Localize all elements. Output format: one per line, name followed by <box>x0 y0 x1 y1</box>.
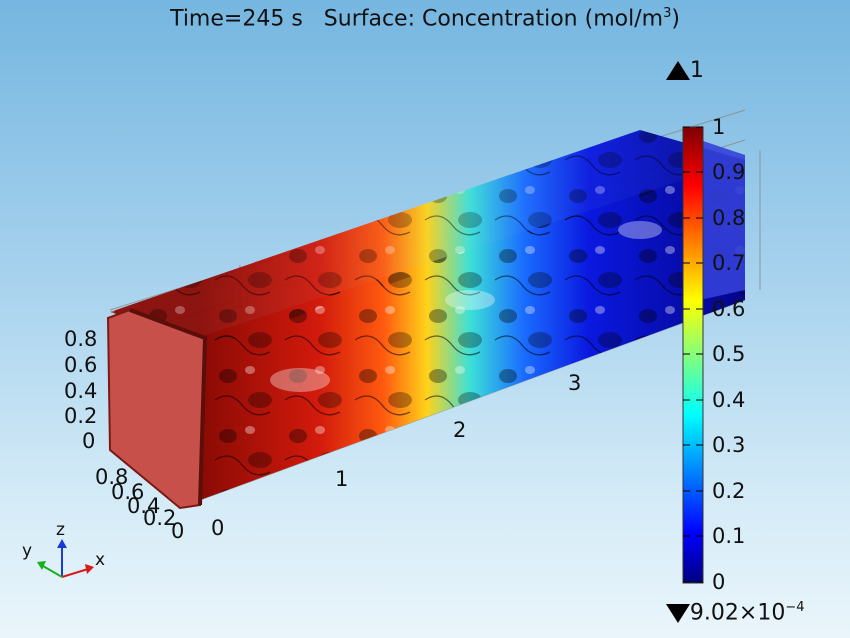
z-tick-label: 0.8 <box>64 327 98 351</box>
x-tick-label: 1 <box>335 467 349 491</box>
x-tick-label: 2 <box>453 418 467 442</box>
z-tick-label: 0.6 <box>64 353 98 377</box>
min-arrow-icon <box>666 604 690 623</box>
plot-title: Time=245 s Surface: Concentration (mol/m… <box>0 6 850 31</box>
title-unit-exponent: 3 <box>663 6 672 21</box>
y-tick-label: 0.2 <box>143 506 177 530</box>
max-arrow-icon <box>666 61 690 80</box>
title-close-paren: ) <box>671 6 680 32</box>
colorbar-min-label: ▼ 9.02×10−4 <box>666 600 805 625</box>
title-time: Time=245 s <box>170 6 303 32</box>
colorbar-ticks <box>683 126 703 583</box>
z-tick-label: 0.4 <box>64 379 98 403</box>
z-tick-label: 0.2 <box>64 404 98 428</box>
colorbar-tick-label: 0.5 <box>712 342 746 366</box>
colorbar <box>682 126 704 584</box>
z-tick-label: 0 <box>82 429 96 453</box>
outlet-face <box>700 140 745 300</box>
y-tick-label: 0.4 <box>127 494 161 518</box>
colorbar-tick-label: 0.4 <box>712 388 746 412</box>
colorbar-tick-label: 0.1 <box>712 524 746 548</box>
colorbar-tick-label: 0.6 <box>712 297 746 321</box>
colorbar-tick-label: 0.8 <box>712 206 746 230</box>
triad-x-label: x <box>95 550 106 570</box>
x-tick-label: 3 <box>568 371 582 395</box>
y-tick-label: 0.6 <box>111 480 145 504</box>
y-tick-label: 0 <box>171 519 185 543</box>
title-surface: Surface: Concentration (mol/m <box>323 6 664 32</box>
colorbar-min-mantissa: 9.02×10 <box>689 600 786 626</box>
axis-triad <box>37 539 94 578</box>
colorbar-tick-label: 1 <box>712 115 726 139</box>
colorbar-max-label: ▲ 1 <box>666 58 704 83</box>
colorbar-tick-label: 0 <box>712 570 726 594</box>
y-tick-label: 0.8 <box>95 465 129 489</box>
colorbar-tick-label: 0.9 <box>712 160 746 184</box>
triad-y-label: y <box>22 541 33 561</box>
colorbar-tick-label: 0.2 <box>712 479 746 503</box>
colorbar-max-value: 1 <box>689 58 704 83</box>
colorbar-min-exponent: −4 <box>785 600 805 615</box>
x-tick-label: 0 <box>211 516 225 540</box>
colorbar-tick-label: 0.7 <box>712 251 746 275</box>
colorbar-tick-label: 0.3 <box>712 433 746 457</box>
triad-z-label: z <box>56 520 65 540</box>
